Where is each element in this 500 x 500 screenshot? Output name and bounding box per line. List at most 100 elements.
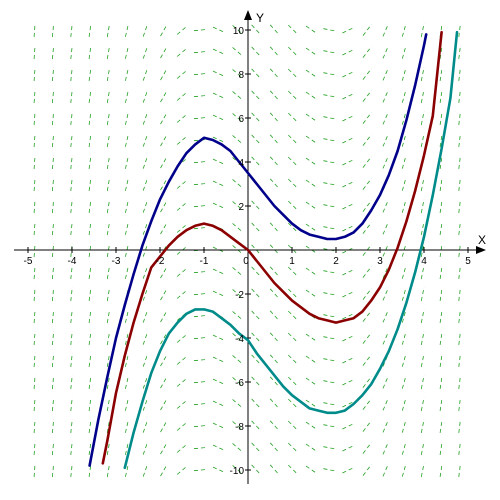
slope-segment [88, 67, 92, 81]
slope-segment [106, 265, 111, 279]
slope-segment [232, 69, 244, 79]
slope-segment [142, 89, 149, 103]
slope-segment [142, 375, 149, 389]
slope-segment [401, 375, 407, 389]
slope-segment [458, 243, 461, 257]
slope-segment [251, 376, 262, 388]
slope-segment [362, 420, 372, 432]
y-tick-label: -6 [235, 378, 244, 389]
slope-segment [193, 28, 208, 32]
slope-segment [382, 221, 389, 235]
slope-segment [305, 91, 318, 101]
slope-segment [88, 221, 92, 235]
slope-segment [251, 24, 262, 36]
slope-segment [439, 199, 443, 213]
slope-segment [288, 222, 299, 234]
y-axis-arrow [244, 10, 252, 20]
slope-segment [362, 24, 372, 36]
slope-segment [106, 353, 111, 367]
slope-segment [160, 309, 168, 323]
slope-segment [160, 287, 168, 301]
slope-segment [232, 377, 244, 387]
slope-segment [70, 66, 73, 82]
slope-segment [176, 311, 189, 321]
slope-segment [269, 222, 280, 234]
slope-segment [420, 375, 425, 389]
slope-segment [193, 182, 208, 186]
slope-segment [125, 243, 129, 257]
slope-segment [305, 355, 318, 365]
x-tick-label: -1 [200, 256, 209, 267]
solution-curve-1 [88, 33, 428, 467]
slope-segment [401, 463, 407, 477]
x-tick-label: 4 [421, 256, 427, 267]
slope-segment [212, 466, 226, 474]
slope-segment [33, 198, 36, 214]
slope-segment [160, 265, 168, 279]
slope-segment [362, 178, 372, 190]
slope-segment [382, 243, 389, 257]
slope-segment [458, 133, 461, 147]
slope-segment [125, 45, 129, 59]
slope-segment [420, 463, 425, 477]
slope-segment [88, 441, 92, 455]
slope-segment [288, 134, 299, 146]
slope-segment [52, 154, 55, 170]
slope-segment [439, 111, 443, 125]
slope-segment [142, 353, 149, 367]
slope-segment [458, 67, 461, 81]
slope-segment [33, 396, 36, 412]
slope-segment [52, 286, 55, 302]
slope-segment [251, 222, 262, 234]
slope-segment [125, 221, 129, 235]
slope-segment [33, 132, 36, 148]
slope-segment [106, 89, 111, 103]
slope-segment [458, 155, 461, 169]
slope-segment [125, 309, 129, 323]
slope-segment [70, 396, 73, 412]
slope-segment [305, 399, 318, 409]
slope-segment [176, 201, 189, 211]
slope-segment [439, 155, 443, 169]
slope-segment [382, 309, 389, 323]
slope-segment [193, 402, 208, 406]
slope-segment [439, 441, 443, 455]
slope-segment [142, 45, 149, 59]
slope-segment [52, 462, 55, 478]
slope-segment [106, 309, 111, 323]
slope-segment [106, 419, 111, 433]
slope-segment [362, 398, 372, 410]
slope-segment [401, 243, 407, 257]
slope-segment [52, 22, 55, 38]
slope-segment [232, 113, 244, 123]
slope-segment [323, 138, 338, 142]
slope-segment [70, 176, 73, 192]
slope-segment [212, 26, 226, 34]
slope-segment [420, 397, 425, 411]
slope-segment [288, 90, 299, 102]
slope-segment [88, 331, 92, 345]
slope-segment [160, 331, 168, 345]
slope-segment [342, 334, 356, 342]
slope-segment [251, 46, 262, 58]
slope-segment [420, 67, 425, 81]
slope-segment [401, 331, 407, 345]
slope-segment [401, 133, 407, 147]
x-tick-label: 0 [243, 256, 249, 267]
slope-segment [362, 354, 372, 366]
slope-segment [269, 178, 280, 190]
slope-segment [106, 463, 111, 477]
slope-segment [142, 221, 149, 235]
slope-segment [70, 374, 73, 390]
slope-segment [420, 287, 425, 301]
slope-segment [269, 376, 280, 388]
slope-segment [401, 419, 407, 433]
slope-segment [212, 422, 226, 430]
slope-segment [160, 463, 168, 477]
slope-segment [193, 314, 208, 318]
slope-segment [70, 198, 73, 214]
slope-segment [193, 50, 208, 54]
slope-segment [458, 45, 461, 59]
slope-segment [193, 336, 208, 340]
slope-segment [251, 200, 262, 212]
